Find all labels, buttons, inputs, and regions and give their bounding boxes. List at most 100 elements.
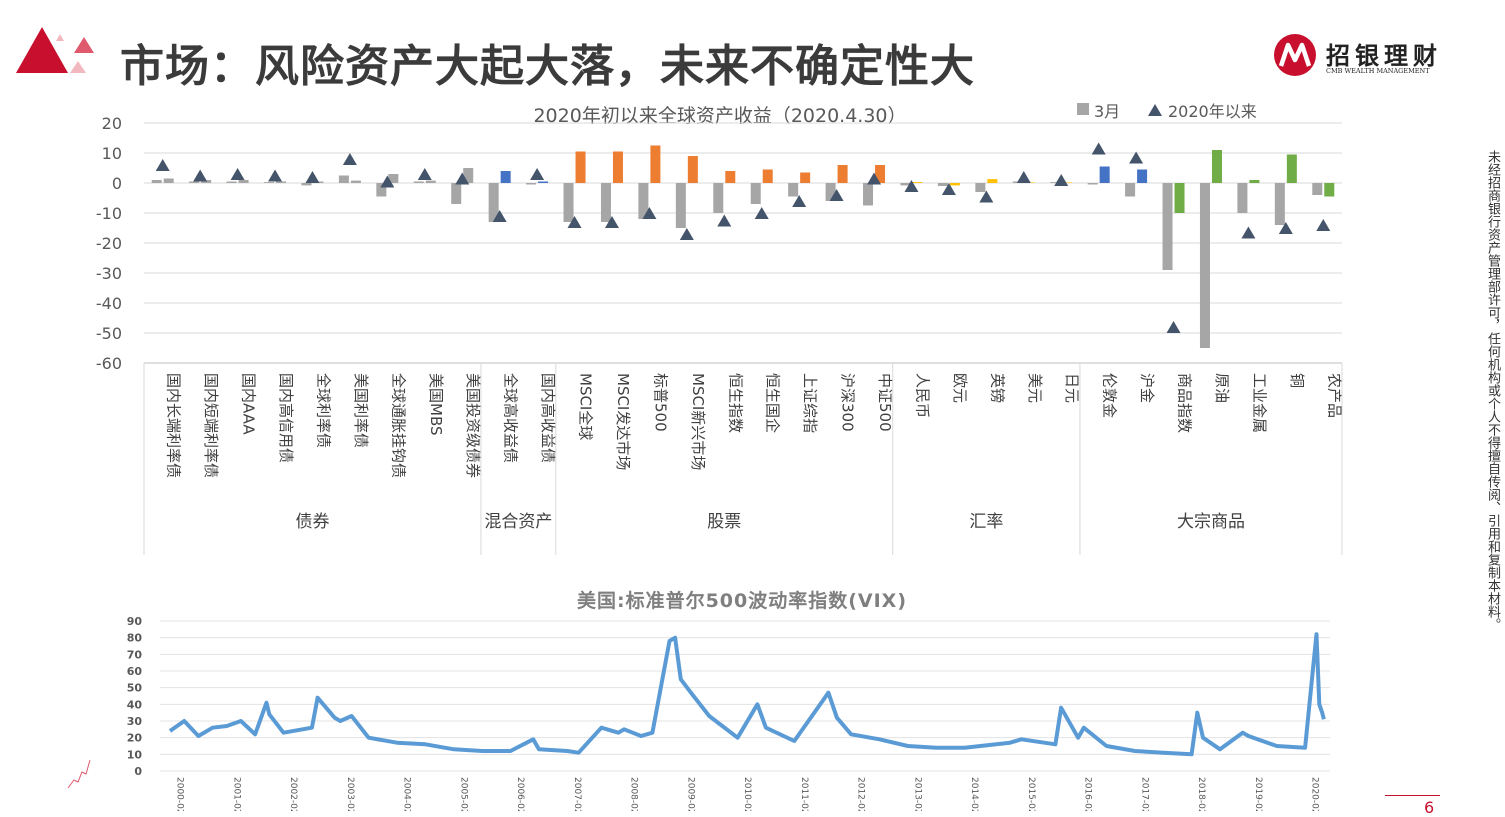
x-tick-label: 2012-02 [856,777,866,811]
bar-march [937,183,948,186]
group-label: 混合资产 [484,512,552,532]
category-label: 全球利率债 [314,373,332,448]
bar-april [575,151,586,183]
triangle-marker [492,210,507,222]
bar-april [687,156,698,183]
x-tick-label: 2020-02 [1310,777,1320,811]
brand-logo: 招银理财 CMB WEALTH MANAGEMENT [1272,32,1462,80]
triangle-marker [642,207,657,219]
triangle-marker [455,172,470,185]
category-label: 人民币 [913,373,931,418]
page-number: 6 [1424,798,1435,817]
triangle-marker [530,168,545,180]
y-tick-label: 10 [127,748,143,761]
bar-april [1286,154,1297,183]
legend-label-ytd: 2020年以来 [1168,102,1257,121]
triangle-marker [941,183,956,195]
triangle-marker [1241,226,1256,239]
bar-april [1249,180,1260,183]
asset-returns-chart: 2020年初以来全球资产收益（2020.4.30） 3月 2020年以来 20 1… [96,102,1343,555]
x-tick-label: 2006-02 [515,777,525,811]
logo-mini-triangle [56,34,64,41]
y-tick-label: 10 [102,144,122,163]
category-label: 伦敦金 [1101,373,1119,418]
vix-series-line [168,632,1326,757]
y-tick-label: 70 [127,648,143,661]
x-tick-label: 2009-02 [685,777,695,811]
category-label: 国内AAA [240,373,258,435]
bar-march [975,183,986,192]
x-tick-label: 2005-02 [458,777,468,811]
y-tick-label: 40 [127,698,143,711]
triangle-marker [380,175,395,188]
logo-tiny-triangle [70,61,86,73]
group-label: 债券 [295,512,329,532]
bar-april [1211,150,1222,183]
x-tick-label: 2002-02 [288,777,298,811]
x-tick-label: 2001-02 [231,777,241,811]
category-label: 国内长端利率债 [165,373,183,478]
category-label: 美国投资级债券 [464,373,482,478]
y-tick-label: 20 [127,732,143,745]
bar-march [413,181,424,183]
bar-april [425,180,436,183]
x-tick-label: 2019-02 [1253,777,1263,811]
logo-small-triangle [74,37,94,53]
legend-label-march: 3月 [1094,102,1120,121]
category-label: 全球通胀挂钩债 [389,373,407,478]
bar-april [1099,166,1110,183]
vix-chart-title: 美国:标准普尔500波动率指数(VIX) [577,589,907,612]
triangle-marker [1166,321,1181,333]
category-label: 沪金 [1138,373,1156,403]
bar-march [600,183,611,222]
category-label: 铜 [1288,373,1306,388]
bar-march [376,183,387,197]
triangle-marker [792,195,807,207]
bar-april [500,171,511,183]
bar-march [1050,182,1061,183]
category-label: 国内高信用债 [277,373,295,463]
y-tick-label: -20 [96,234,122,253]
bar-march [151,180,162,183]
bar-march [675,183,686,228]
corner-divider [1385,795,1440,796]
y-tick-label: 60 [127,665,143,678]
bar-march [264,182,275,183]
bar-april [350,180,361,183]
logo-big-triangle [16,27,68,73]
y-tick-label: 90 [127,615,143,628]
x-tick-label: 2003-02 [345,777,355,811]
bar-april [1174,183,1185,213]
triangle-marker [904,180,919,192]
y-tick-label: -50 [96,324,122,343]
x-tick-label: 2018-02 [1196,777,1206,811]
legend-triangle-icon [1148,104,1162,116]
bar-april [875,165,886,183]
x-tick-label: 2015-02 [1026,777,1036,811]
triangle-marker [829,189,844,201]
x-tick-label: 2004-02 [402,777,412,811]
x-tick-label: 2013-02 [912,777,922,811]
decorative-sparkline-icon [67,759,91,789]
bar-march [788,183,799,197]
category-label: 日元 [1063,373,1081,403]
triangle-marker [867,172,882,185]
triangle-marker [1091,142,1106,155]
category-label: MSCI新兴市场 [689,373,707,470]
bar-march [1087,183,1098,185]
triangle-marker [604,216,619,228]
bar-march [338,175,349,183]
category-label: 英镑 [988,373,1006,403]
bar-march [226,181,237,183]
bar-march [451,183,462,204]
triangle-marker [717,214,732,227]
bar-april [276,181,287,183]
x-tick-label: 2000-02 [175,777,185,811]
category-label: 沪深300 [839,373,857,432]
category-label: MSCI全球 [577,373,595,440]
group-label: 股票 [707,512,741,532]
bar-march [563,183,574,222]
chart-legend: 3月 2020年以来 [1077,102,1257,121]
y-tick-label: 0 [134,765,142,778]
